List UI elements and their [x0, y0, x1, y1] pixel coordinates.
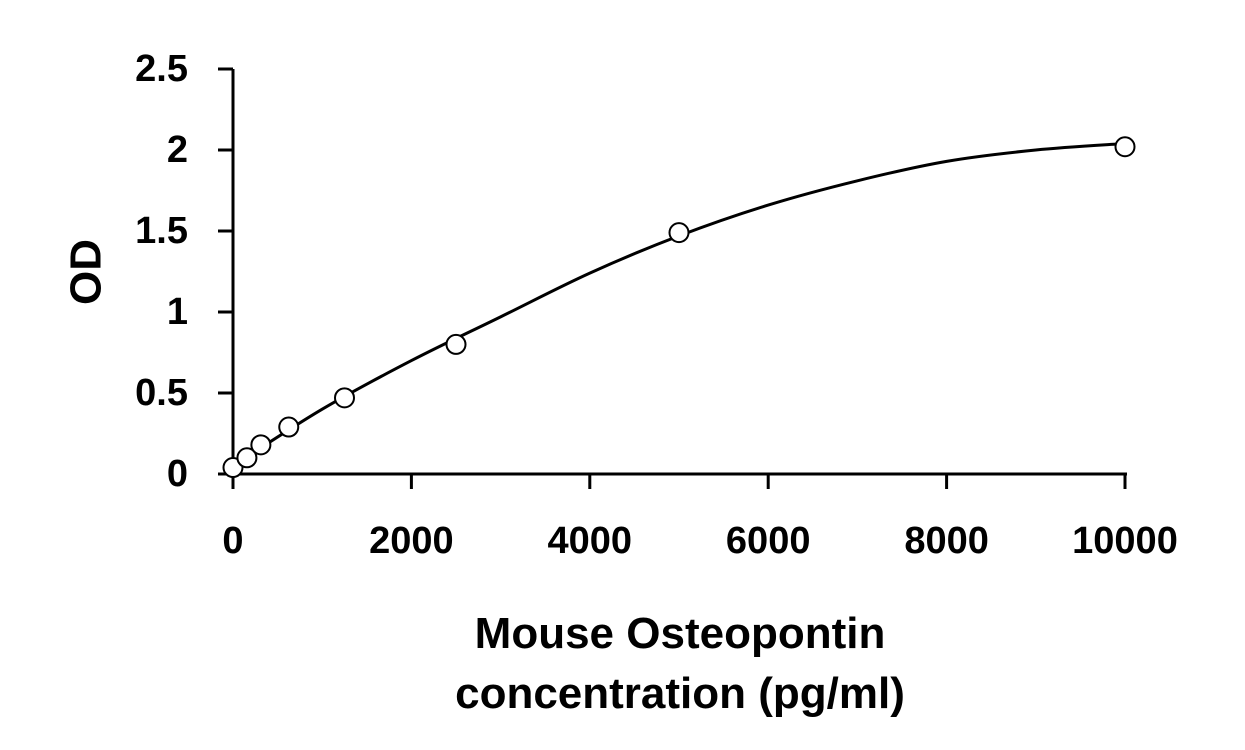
data-point — [334, 387, 355, 409]
x-tick-label: 4000 — [548, 520, 633, 562]
x-tick-label: 0 — [222, 520, 243, 562]
y-tick-label: 0.5 — [135, 372, 188, 414]
data-point — [445, 333, 467, 355]
y-tick-label: 2 — [167, 129, 188, 171]
data-point — [278, 416, 300, 438]
y-ticks: 0 0.5 1 1.5 2 2.5 — [135, 48, 233, 495]
data-point — [250, 434, 272, 456]
x-tick-label: 10000 — [1072, 520, 1178, 562]
x-axis-title-line-2: concentration (pg/ml) — [455, 669, 905, 718]
y-tick-label: 1 — [167, 291, 188, 333]
x-tick-label: 8000 — [904, 520, 989, 562]
fit-curve — [232, 142, 1126, 468]
data-point — [1114, 136, 1136, 158]
x-tick-label: 6000 — [726, 520, 811, 562]
x-ticks: 0 2000 4000 6000 8000 10000 — [222, 474, 1178, 562]
y-tick-label: 2.5 — [135, 48, 188, 90]
data-point — [236, 447, 258, 469]
x-tick-label: 2000 — [369, 520, 454, 562]
axes — [218, 69, 1127, 476]
y-tick-label: 1.5 — [135, 210, 188, 252]
y-axis-title: OD — [62, 239, 111, 305]
x-axis-title-line-1: Mouse Osteopontin — [475, 609, 886, 658]
data-point — [668, 222, 690, 244]
y-tick-label: 0 — [167, 453, 188, 495]
data-points — [222, 136, 1136, 479]
